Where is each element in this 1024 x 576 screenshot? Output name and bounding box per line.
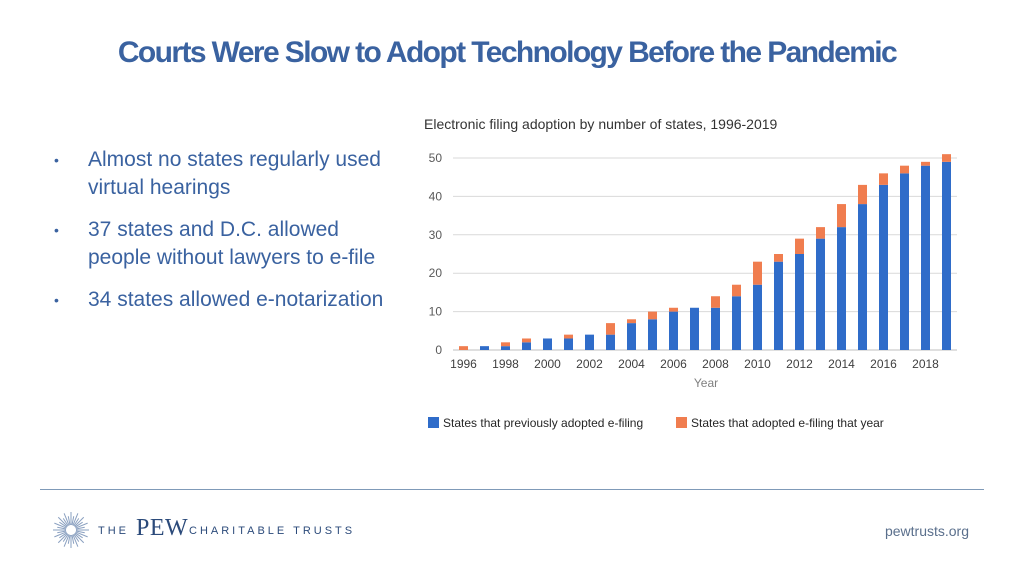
bar-adopted-that-year [858, 184, 867, 205]
bar-adopted-that-year [564, 334, 573, 339]
y-tick-label: 50 [429, 151, 443, 165]
bar-previously-adopted [501, 346, 510, 350]
x-tick-label: 1996 [450, 357, 477, 371]
chart-gridlines [453, 157, 957, 351]
website-link[interactable]: pewtrusts.org [884, 523, 969, 539]
bar-previously-adopted [753, 284, 762, 350]
y-tick-label: 20 [429, 266, 443, 280]
x-tick-label: 2004 [618, 357, 645, 371]
bullet-text: 37 states and D.C. allowed people withou… [88, 218, 376, 269]
footer-divider [40, 489, 984, 490]
bullet-glyph: • [54, 292, 59, 308]
bar-previously-adopted [774, 261, 783, 350]
chart-legend: States that previously adopted e-filing S… [428, 416, 884, 430]
bar-adopted-that-year [795, 238, 804, 254]
legend-label: States that adopted e-filing that year [691, 416, 884, 430]
bar-adopted-that-year [942, 154, 951, 162]
legend-swatch [428, 417, 439, 428]
bullet-text: Almost no states regularly used virtual … [88, 148, 381, 199]
bar-previously-adopted [606, 334, 615, 350]
y-tick-label: 0 [435, 343, 442, 357]
bullet-list: • Almost no states regularly used virtua… [48, 146, 388, 328]
x-tick-label: 2016 [870, 357, 897, 371]
bar-previously-adopted [543, 338, 552, 350]
bar-previously-adopted [648, 319, 657, 350]
bar-adopted-that-year [732, 284, 741, 297]
slide-title: Courts Were Slow to Adopt Technology Bef… [117, 36, 898, 69]
bullet-text: 34 states allowed e-notarization [88, 288, 384, 311]
bar-previously-adopted [837, 227, 846, 350]
bar-adopted-that-year [606, 323, 615, 335]
x-tick-label: 2012 [786, 357, 813, 371]
bar-previously-adopted [816, 238, 825, 350]
bar-previously-adopted [879, 184, 888, 350]
bar-adopted-that-year [837, 204, 846, 228]
bar-adopted-that-year [879, 173, 888, 185]
x-tick-label: 2006 [660, 357, 687, 371]
x-tick-label: 2010 [744, 357, 771, 371]
bar-adopted-that-year [753, 261, 762, 285]
y-tick-label: 40 [429, 189, 443, 203]
bar-previously-adopted [711, 307, 720, 350]
x-tick-label: 2014 [828, 357, 855, 371]
x-tick-label: 2002 [576, 357, 603, 371]
x-tick-label: 2000 [534, 357, 561, 371]
bar-previously-adopted [522, 342, 531, 350]
bar-adopted-that-year [627, 319, 636, 324]
bar-previously-adopted [690, 307, 699, 350]
bar-adopted-that-year [648, 311, 657, 320]
bar-previously-adopted [564, 338, 573, 350]
bar-adopted-that-year [522, 338, 531, 343]
legend-label: States that previously adopted e-filing [443, 416, 643, 430]
chart-bars [459, 154, 951, 350]
sunburst-icon [53, 512, 89, 548]
bar-adopted-that-year [501, 342, 510, 347]
chart-title: Electronic filing adoption by number of … [424, 116, 778, 132]
x-tick-label: 2008 [702, 357, 729, 371]
bar-previously-adopted [942, 161, 951, 350]
bar-adopted-that-year [900, 165, 909, 174]
bar-previously-adopted [480, 346, 489, 350]
y-axis-ticks: 0 10 20 30 40 50 [429, 151, 443, 357]
bar-adopted-that-year [711, 296, 720, 308]
logo-pew-text: PEW [136, 515, 189, 541]
x-axis-ticks: 1996 1998 2000 2002 2004 2006 2008 2010 2012 2014… [450, 357, 939, 371]
legend-swatch [676, 417, 687, 428]
bar-previously-adopted [921, 165, 930, 350]
x-tick-label: 1998 [492, 357, 519, 371]
bar-previously-adopted [627, 323, 636, 350]
bullet-item: • Almost no states regularly used virtua… [48, 146, 388, 202]
bullet-item: • 37 states and D.C. allowed people with… [48, 216, 388, 272]
y-tick-label: 30 [429, 228, 443, 242]
bullet-item: • 34 states allowed e-notarization [48, 286, 388, 314]
bar-adopted-that-year [816, 227, 825, 239]
bullet-glyph: • [54, 222, 59, 238]
bar-previously-adopted [585, 334, 594, 350]
bar-previously-adopted [858, 204, 867, 350]
bar-adopted-that-year [921, 161, 930, 166]
bar-adopted-that-year [669, 307, 678, 312]
y-tick-label: 10 [429, 305, 443, 319]
bar-previously-adopted [795, 254, 804, 350]
logo-charitable-trusts-text: CHARITABLE TRUSTS [189, 525, 356, 537]
bar-previously-adopted [669, 311, 678, 350]
bar-adopted-that-year [774, 254, 783, 262]
x-tick-label: 2018 [912, 357, 939, 371]
bar-previously-adopted [732, 296, 741, 350]
bar-previously-adopted [900, 173, 909, 350]
bar-adopted-that-year [459, 346, 468, 350]
x-axis-label: Year [694, 376, 718, 390]
bullet-glyph: • [54, 152, 59, 168]
efiling-chart: Electronic filing adoption by number of … [424, 116, 957, 430]
logo-the-text: THE [98, 525, 129, 537]
